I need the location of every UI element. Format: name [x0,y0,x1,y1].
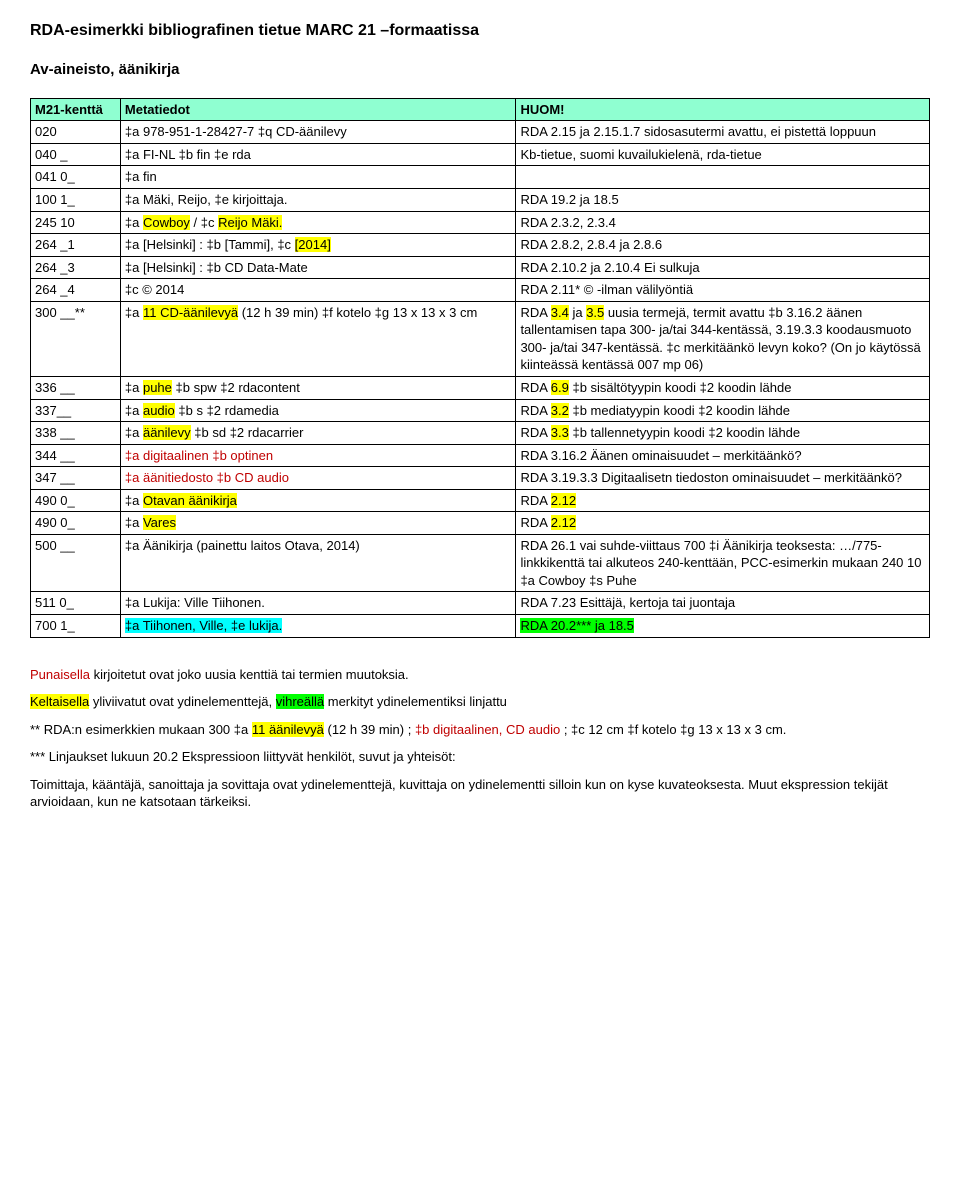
cell-note: RDA 2.3.2, 2.3.4 [516,211,930,234]
table-row: 490 0_‡a VaresRDA 2.12 [31,512,930,535]
cell-note: RDA 3.2 ‡b mediatyypin koodi ‡2 koodin l… [516,399,930,422]
cell-note: RDA 6.9 ‡b sisältötyypin koodi ‡2 koodin… [516,376,930,399]
cell-note: RDA 7.23 Esittäjä, kertoja tai juontaja [516,592,930,615]
cell-meta: ‡a Äänikirja (painettu laitos Otava, 201… [120,534,516,592]
cell-note: Kb-tietue, suomi kuvailukielenä, rda-tie… [516,143,930,166]
marc-table: M21-kenttä Metatiedot HUOM! 020‡a 978-95… [30,98,930,638]
cell-tag: 347 __ [31,467,121,490]
cell-meta: ‡a äänilevy ‡b sd ‡2 rdacarrier [120,422,516,445]
cell-tag: 490 0_ [31,489,121,512]
cell-tag: 337__ [31,399,121,422]
legend-green: vihreällä [276,694,324,709]
cell-meta: ‡a fin [120,166,516,189]
cell-tag: 344 __ [31,444,121,467]
cell-note: RDA 19.2 ja 18.5 [516,189,930,212]
table-row: 041 0_‡a fin [31,166,930,189]
cell-meta: ‡a 978-951-1-28427-7 ‡q CD-äänilevy [120,121,516,144]
table-row: 245 10‡a Cowboy / ‡c Reijo Mäki.RDA 2.3.… [31,211,930,234]
cell-meta: ‡a Cowboy / ‡c Reijo Mäki. [120,211,516,234]
table-row: 511 0_‡a Lukija: Ville Tiihonen.RDA 7.23… [31,592,930,615]
cell-note: RDA 2.10.2 ja 2.10.4 Ei sulkuja [516,256,930,279]
table-row: 490 0_‡a Otavan äänikirjaRDA 2.12 [31,489,930,512]
table-row: 347 __‡a äänitiedosto ‡b CD audioRDA 3.1… [31,467,930,490]
table-row: 500 __‡a Äänikirja (painettu laitos Otav… [31,534,930,592]
table-row: 264 _1‡a [Helsinki] : ‡b [Tammi], ‡c [20… [31,234,930,257]
cell-meta: ‡a äänitiedosto ‡b CD audio [120,467,516,490]
cell-meta: ‡a puhe ‡b spw ‡2 rdacontent [120,376,516,399]
table-row: 020‡a 978-951-1-28427-7 ‡q CD-äänilevyRD… [31,121,930,144]
table-row: 300 __**‡a 11 CD-äänilevyä (12 h 39 min)… [31,301,930,376]
cell-tag: 336 __ [31,376,121,399]
cell-tag: 300 __** [31,301,121,376]
legend-yellow: Keltaisella [30,694,89,709]
table-row: 264 _4‡c © 2014RDA 2.11* © -ilman välily… [31,279,930,302]
cell-meta: ‡a Otavan äänikirja [120,489,516,512]
cell-tag: 100 1_ [31,189,121,212]
cell-note [516,166,930,189]
cell-meta: ‡a Mäki, Reijo, ‡e kirjoittaja. [120,189,516,212]
table-row: 338 __‡a äänilevy ‡b sd ‡2 rdacarrierRDA… [31,422,930,445]
col-header-meta: Metatiedot [120,98,516,121]
cell-meta: ‡c © 2014 [120,279,516,302]
col-header-note: HUOM! [516,98,930,121]
cell-tag: 264 _3 [31,256,121,279]
cell-tag: 511 0_ [31,592,121,615]
cell-note: RDA 2.12 [516,512,930,535]
cell-note: RDA 3.16.2 Äänen ominaisuudet – merkitää… [516,444,930,467]
cell-tag: 041 0_ [31,166,121,189]
page-title: RDA-esimerkki bibliografinen tietue MARC… [30,20,930,42]
cell-note: RDA 2.11* © -ilman välilyöntiä [516,279,930,302]
cell-tag: 020 [31,121,121,144]
cell-tag: 040 _ [31,143,121,166]
cell-meta: ‡a audio ‡b s ‡2 rdamedia [120,399,516,422]
cell-note: RDA 2.15 ja 2.15.1.7 sidosasutermi avatt… [516,121,930,144]
col-header-tag: M21-kenttä [31,98,121,121]
table-row: 344 __‡a digitaalinen ‡b optinenRDA 3.16… [31,444,930,467]
cell-meta: ‡a Vares [120,512,516,535]
cell-note: RDA 26.1 vai suhde-viittaus 700 ‡i Äänik… [516,534,930,592]
cell-meta: ‡a FI-NL ‡b fin ‡e rda [120,143,516,166]
table-row: 100 1_‡a Mäki, Reijo, ‡e kirjoittaja.RDA… [31,189,930,212]
legend-red: Punaisella [30,667,90,682]
cell-tag: 338 __ [31,422,121,445]
cell-note: RDA 2.12 [516,489,930,512]
cell-meta: ‡a Lukija: Ville Tiihonen. [120,592,516,615]
table-row: 336 __‡a puhe ‡b spw ‡2 rdacontentRDA 6.… [31,376,930,399]
footnotes: Punaisella kirjoitetut ovat joko uusia k… [30,666,930,811]
cell-note: RDA 3.4 ja 3.5 uusia termejä, termit ava… [516,301,930,376]
cell-meta: ‡a digitaalinen ‡b optinen [120,444,516,467]
cell-meta: ‡a [Helsinki] : ‡b [Tammi], ‡c [2014] [120,234,516,257]
cell-tag: 490 0_ [31,512,121,535]
cell-tag: 264 _1 [31,234,121,257]
cell-tag: 700 1_ [31,614,121,637]
cell-meta: ‡a [Helsinki] : ‡b CD Data-Mate [120,256,516,279]
table-row: 700 1_‡a Tiihonen, Ville, ‡e lukija.RDA … [31,614,930,637]
table-row: 264 _3‡a [Helsinki] : ‡b CD Data-MateRDA… [31,256,930,279]
table-row: 040 _‡a FI-NL ‡b fin ‡e rdaKb-tietue, su… [31,143,930,166]
cell-note: RDA 20.2*** ja 18.5 [516,614,930,637]
page-subtitle: Av-aineisto, äänikirja [30,60,930,80]
cell-tag: 245 10 [31,211,121,234]
cell-meta: ‡a 11 CD-äänilevyä (12 h 39 min) ‡f kote… [120,301,516,376]
cell-note: RDA 3.3 ‡b tallennetyypin koodi ‡2 koodi… [516,422,930,445]
cell-meta: ‡a Tiihonen, Ville, ‡e lukija. [120,614,516,637]
cell-note: RDA 2.8.2, 2.8.4 ja 2.8.6 [516,234,930,257]
cell-tag: 264 _4 [31,279,121,302]
cell-tag: 500 __ [31,534,121,592]
table-row: 337__‡a audio ‡b s ‡2 rdamediaRDA 3.2 ‡b… [31,399,930,422]
cell-note: RDA 3.19.3.3 Digitaalisetn tiedoston omi… [516,467,930,490]
